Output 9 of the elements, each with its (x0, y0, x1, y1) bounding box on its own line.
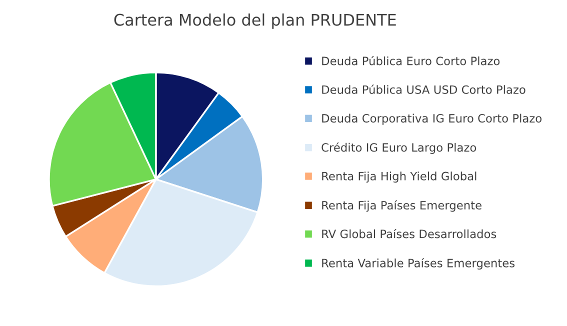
legend-label: Deuda Pública USA USD Corto Plazo (322, 84, 526, 94)
legend-label: RV Global Países Desarrollados (322, 228, 496, 238)
legend-label: Deuda Corporativa IG Euro Corto Plazo (322, 114, 542, 125)
legend-label: Renta Variable Países Emergentes (322, 258, 515, 270)
legend-label: Deuda Pública Euro Corto Plazo (322, 56, 500, 66)
chart-title: Cartera Modelo del plan PRUDENTE (114, 13, 396, 29)
legend-label: Crédito IG Euro Largo Plazo (322, 142, 476, 154)
legend-label: Renta Fija High Yield Global (322, 172, 476, 183)
legend-label: Renta Fija Países Emergente (322, 200, 482, 212)
